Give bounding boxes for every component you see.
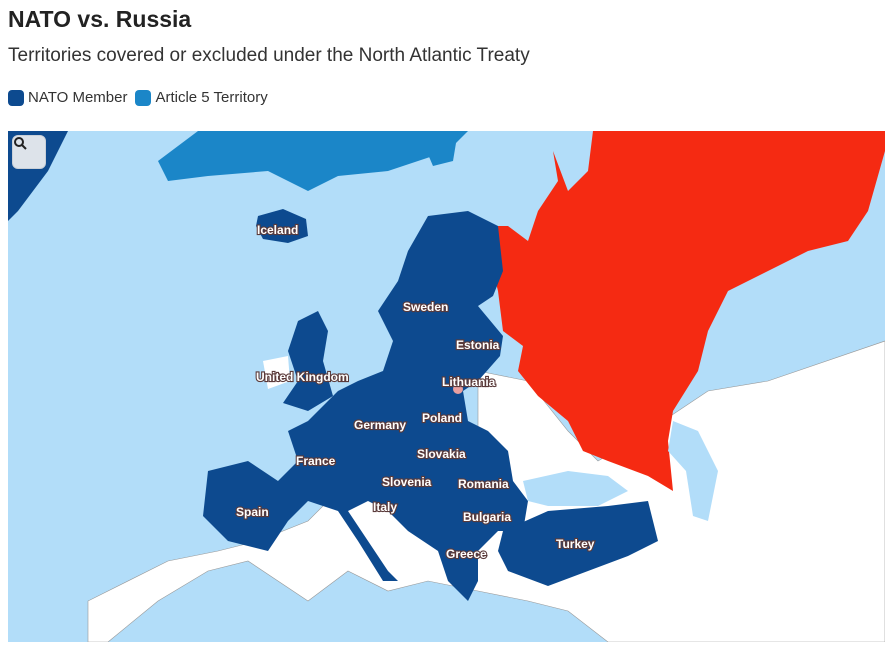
label-italy: Italy (373, 500, 397, 514)
land-turkey[interactable] (498, 501, 658, 586)
legend: NATO Member Article 5 Territory (8, 89, 268, 106)
page-title: NATO vs. Russia (8, 6, 192, 32)
land-nato-europe[interactable] (203, 211, 528, 601)
land-russia[interactable] (483, 131, 885, 491)
label-turkey: Turkey (556, 537, 595, 551)
land-greenland (158, 131, 468, 191)
label-germany: Germany (354, 418, 406, 432)
legend-swatch (8, 89, 24, 106)
map[interactable]: Iceland Sweden Estonia United Kingdom Li… (8, 131, 885, 642)
label-spain: Spain (236, 505, 269, 519)
land-ireland (263, 356, 290, 389)
sea-black-sea (523, 471, 628, 506)
label-estonia: Estonia (456, 338, 500, 352)
legend-swatch (135, 89, 152, 106)
map-labels: Iceland Sweden Estonia United Kingdom Li… (235, 222, 596, 562)
land-iceland[interactable] (256, 209, 308, 243)
label-romania: Romania (458, 477, 509, 491)
search-icon (14, 137, 27, 150)
land-uk[interactable] (283, 311, 333, 411)
zoom-button[interactable] (12, 135, 46, 169)
sea-caspian (668, 421, 718, 521)
map-canvas[interactable]: Iceland Sweden Estonia United Kingdom Li… (8, 131, 885, 642)
label-iceland: Iceland (257, 223, 298, 237)
kaliningrad-marker (453, 384, 463, 394)
label-france: France (296, 454, 336, 468)
legend-item-nato-member[interactable]: NATO Member (8, 89, 127, 106)
legend-label: Article 5 Territory (155, 89, 268, 106)
label-bulgaria: Bulgaria (463, 510, 511, 524)
label-greece: Greece (446, 547, 487, 561)
label-slovakia: Slovakia (417, 447, 466, 461)
legend-item-article-5[interactable]: Article 5 Territory (135, 89, 268, 106)
label-slovenia: Slovenia (382, 475, 432, 489)
legend-label: NATO Member (28, 89, 128, 106)
label-poland: Poland (422, 411, 462, 425)
label-united-kingdom: United Kingdom (256, 370, 349, 384)
label-sweden: Sweden (403, 300, 448, 314)
land-svalbard (418, 131, 458, 166)
label-lithuania: Lithuania (442, 375, 496, 389)
page-subtitle: Territories covered or excluded under th… (8, 45, 530, 66)
